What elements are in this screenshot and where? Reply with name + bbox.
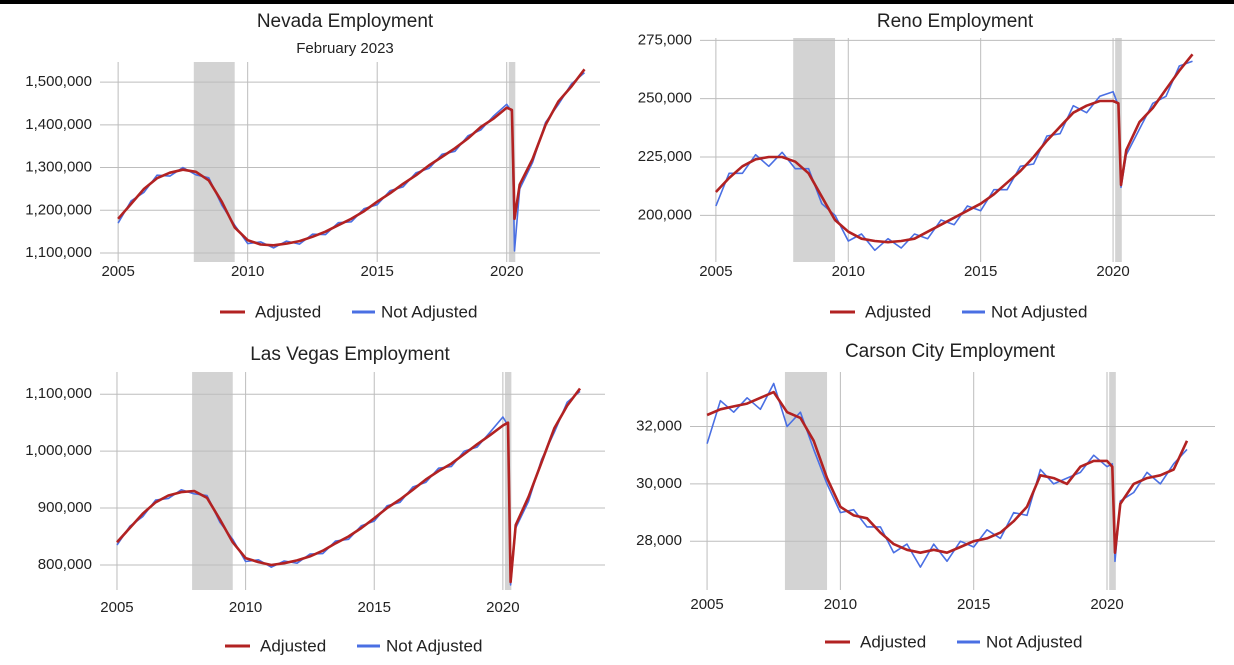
x-tick-label: 2020: [1090, 596, 1123, 613]
y-tick-label: 1,100,000: [25, 385, 92, 402]
x-tick-label: 2005: [699, 263, 732, 280]
legend-label: Adjusted: [260, 636, 326, 655]
recession-band: [784, 372, 828, 590]
x-tick-label: 2015: [964, 263, 997, 280]
y-tick-label: 1,500,000: [25, 73, 92, 90]
top-bar: [0, 0, 1234, 4]
legend-label: Not Adjusted: [986, 632, 1082, 651]
legend-label: Adjusted: [860, 632, 926, 651]
y-tick-label: 800,000: [38, 556, 92, 573]
x-tick-label: 2005: [101, 263, 134, 280]
x-tick-label: 2010: [229, 599, 262, 616]
y-tick-label: 1,300,000: [25, 159, 92, 176]
y-tick-label: 250,000: [638, 90, 692, 107]
chart-title: Reno Employment: [877, 11, 1034, 32]
recession-band: [192, 372, 233, 590]
recession-band: [193, 62, 235, 262]
y-tick-label: 1,400,000: [25, 116, 92, 133]
legend-label: Not Adjusted: [386, 636, 482, 655]
x-tick-label: 2005: [690, 596, 723, 613]
x-tick-label: 2005: [100, 599, 133, 616]
chart-title: Las Vegas Employment: [250, 344, 450, 365]
legend-label: Not Adjusted: [991, 302, 1087, 321]
chart-subtitle: February 2023: [296, 40, 394, 57]
y-tick-label: 32,000: [636, 417, 682, 434]
x-tick-label: 2015: [957, 596, 990, 613]
recession-band: [793, 38, 836, 262]
series-line: [117, 68, 586, 247]
x-tick-label: 2020: [486, 599, 519, 616]
y-tick-label: 1,100,000: [25, 244, 92, 261]
x-tick-label: 2020: [490, 263, 523, 280]
legend-label: Adjusted: [255, 302, 321, 321]
legend-label: Not Adjusted: [381, 302, 477, 321]
y-tick-label: 30,000: [636, 475, 682, 492]
x-tick-label: 2010: [832, 263, 865, 280]
y-tick-label: 1,200,000: [25, 201, 92, 218]
x-tick-label: 2010: [824, 596, 857, 613]
y-tick-label: 900,000: [38, 499, 92, 516]
x-tick-label: 2015: [358, 599, 391, 616]
series-line: [116, 387, 582, 584]
y-tick-label: 28,000: [636, 532, 682, 549]
y-tick-label: 200,000: [638, 206, 692, 223]
recession-band: [1115, 38, 1122, 262]
x-tick-label: 2015: [361, 263, 394, 280]
x-tick-label: 2020: [1096, 263, 1129, 280]
y-tick-label: 225,000: [638, 148, 692, 165]
series-line: [706, 390, 1189, 554]
y-tick-label: 275,000: [638, 31, 692, 48]
x-tick-label: 2010: [231, 263, 264, 280]
series-line: [714, 53, 1194, 244]
y-tick-label: 1,000,000: [25, 442, 92, 459]
legend-label: Adjusted: [865, 302, 931, 321]
chart-title: Carson City Employment: [845, 341, 1056, 362]
chart-title: Nevada Employment: [257, 11, 434, 32]
